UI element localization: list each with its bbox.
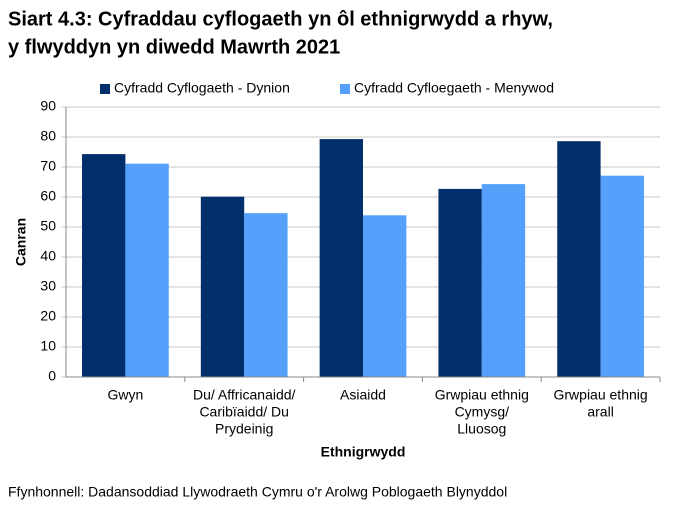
y-tick-label: 60 [40,188,56,204]
x-tick-label: Lluosog [457,421,506,437]
x-tick-label: Gwyn [108,387,144,403]
legend-label: Cyfradd Cyflogaeth - Dynion [114,80,290,96]
bar [82,154,126,377]
bar [200,196,245,377]
y-tick-label: 30 [40,278,56,294]
bar [481,184,526,377]
chart-title: y flwyddyn yn diwedd Mawrth 2021 [8,36,340,58]
y-tick-label: 20 [40,308,56,324]
y-tick-label: 50 [40,218,56,234]
x-tick-label: Grwpiau ethnig [435,387,529,403]
bar [319,139,363,377]
x-tick-label: arall [587,404,613,420]
x-axis-label: Ethnigrwydd [321,444,406,460]
x-tick-label: Cymysg/ [455,404,510,420]
y-tick-label: 40 [40,248,56,264]
y-tick-label: 70 [40,158,56,174]
y-tick-label: 10 [40,338,56,354]
x-tick-label: Grwpiau ethnig [554,387,648,403]
x-tick-label: Asiaidd [340,387,386,403]
x-tick-label: Du/ Affricanaidd/ [193,387,296,403]
legend-label: Cyfradd Cyfloegaeth - Menywod [354,80,554,96]
bar [438,188,482,377]
y-tick-label: 90 [40,98,56,114]
source: Ffynhonnell: Dadansoddiad Llywodraeth Cy… [8,484,507,500]
y-tick-label: 0 [48,368,56,384]
x-tick-label: Caribïaidd/ Du [199,404,289,420]
bar [557,141,601,377]
legend-swatch [100,84,110,94]
y-tick-label: 80 [40,128,56,144]
chart-title: Siart 4.3: Cyfraddau cyflogaeth yn ôl et… [8,8,553,30]
bar [363,215,407,377]
y-axis-label: Canran [13,218,29,266]
bar [600,175,644,377]
bar [244,213,288,377]
legend-swatch [340,84,350,94]
x-tick-label: Prydeinig [215,421,273,437]
bar [125,163,169,377]
